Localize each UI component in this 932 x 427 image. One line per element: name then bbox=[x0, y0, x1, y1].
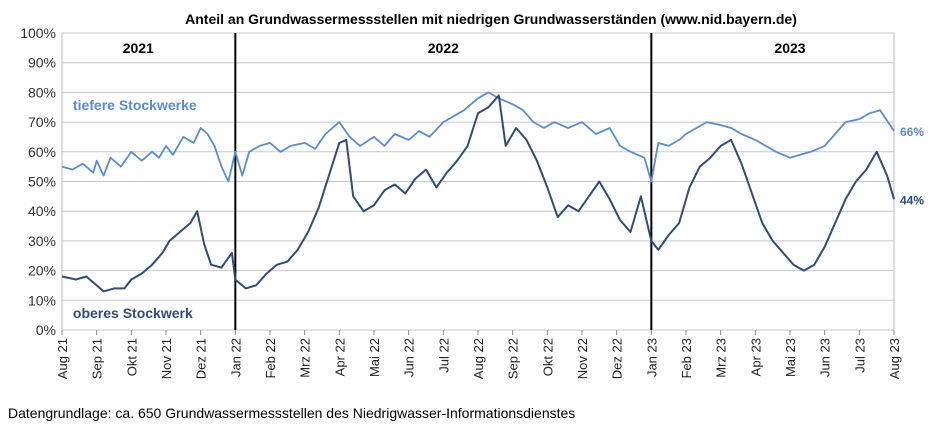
x-tick-label: Jan 23 bbox=[644, 338, 659, 377]
y-tick-label: 20% bbox=[28, 263, 56, 279]
year-label: 2023 bbox=[774, 40, 805, 56]
x-tick-label: Jul 23 bbox=[852, 338, 867, 373]
series-name-label: oberes Stockwerk bbox=[73, 305, 193, 321]
x-tick-label: Dez 22 bbox=[610, 338, 625, 379]
y-tick-label: 70% bbox=[28, 114, 56, 130]
x-tick-label: Sep 22 bbox=[506, 338, 521, 379]
y-tick-label: 10% bbox=[28, 292, 56, 308]
x-tick-label: Mrz 22 bbox=[298, 338, 313, 378]
x-tick-label: Mai 23 bbox=[783, 338, 798, 377]
series-line-oberes bbox=[61, 94, 895, 293]
series-lines bbox=[61, 91, 895, 293]
y-tick-label: 50% bbox=[28, 174, 56, 190]
x-tick-label: Apr 22 bbox=[332, 338, 347, 376]
series-line-tiefere bbox=[61, 91, 895, 183]
end-value-label: 66% bbox=[900, 125, 924, 139]
x-tick-label: Jun 22 bbox=[402, 338, 417, 377]
x-tick-label: Aug 21 bbox=[55, 338, 70, 379]
gridlines bbox=[62, 32, 894, 331]
x-tick-label: Jan 22 bbox=[228, 338, 243, 377]
x-tick-label: Jun 23 bbox=[818, 338, 833, 377]
y-tick-label: 60% bbox=[28, 144, 56, 160]
y-tick-label: 100% bbox=[20, 25, 56, 41]
data-source-note: Datengrundlage: ca. 650 Grundwassermesss… bbox=[8, 405, 575, 421]
chart-title: Anteil an Grundwassermessstellen mit nie… bbox=[185, 11, 797, 27]
x-tick-label: Nov 22 bbox=[575, 338, 590, 379]
y-tick-label: 0% bbox=[36, 322, 56, 338]
series-name-label: tiefere Stockwerke bbox=[73, 97, 197, 113]
x-tick-label: Feb 23 bbox=[679, 338, 694, 378]
y-tick-label: 40% bbox=[28, 203, 56, 219]
x-tick-label: Sep 21 bbox=[90, 338, 105, 379]
x-axis-ticks: Aug 21 Sep 21 Okt 21 Nov 21 Dez 21 Jan 22 Feb … bbox=[55, 330, 902, 379]
y-tick-label: 30% bbox=[28, 233, 56, 249]
x-tick-label: Nov 21 bbox=[159, 338, 174, 379]
x-tick-label: Jul 22 bbox=[436, 338, 451, 373]
series-labels: 2021 2022 2023 66% 44% tiefere Stockwerke ober… bbox=[73, 40, 924, 321]
x-tick-label: Apr 23 bbox=[748, 338, 763, 376]
x-tick-label: Aug 23 bbox=[887, 338, 902, 379]
x-tick-label: Dez 21 bbox=[194, 338, 209, 379]
x-tick-label: Aug 22 bbox=[471, 338, 486, 379]
x-tick-label: Okt 22 bbox=[540, 338, 555, 376]
end-value-label: 44% bbox=[900, 193, 924, 207]
y-axis-ticks: 0% 10% 20% 30% 40% 50% 60% 70% 80% 90% 100% bbox=[20, 25, 56, 338]
x-tick-label: Mai 22 bbox=[367, 338, 382, 377]
year-label: 2022 bbox=[428, 40, 459, 56]
y-tick-label: 90% bbox=[28, 55, 56, 71]
x-tick-label: Okt 21 bbox=[124, 338, 139, 376]
x-tick-label: Mrz 23 bbox=[714, 338, 729, 378]
year-label: 2021 bbox=[123, 40, 154, 56]
x-tick-label: Feb 22 bbox=[263, 338, 278, 378]
y-tick-label: 80% bbox=[28, 84, 56, 100]
